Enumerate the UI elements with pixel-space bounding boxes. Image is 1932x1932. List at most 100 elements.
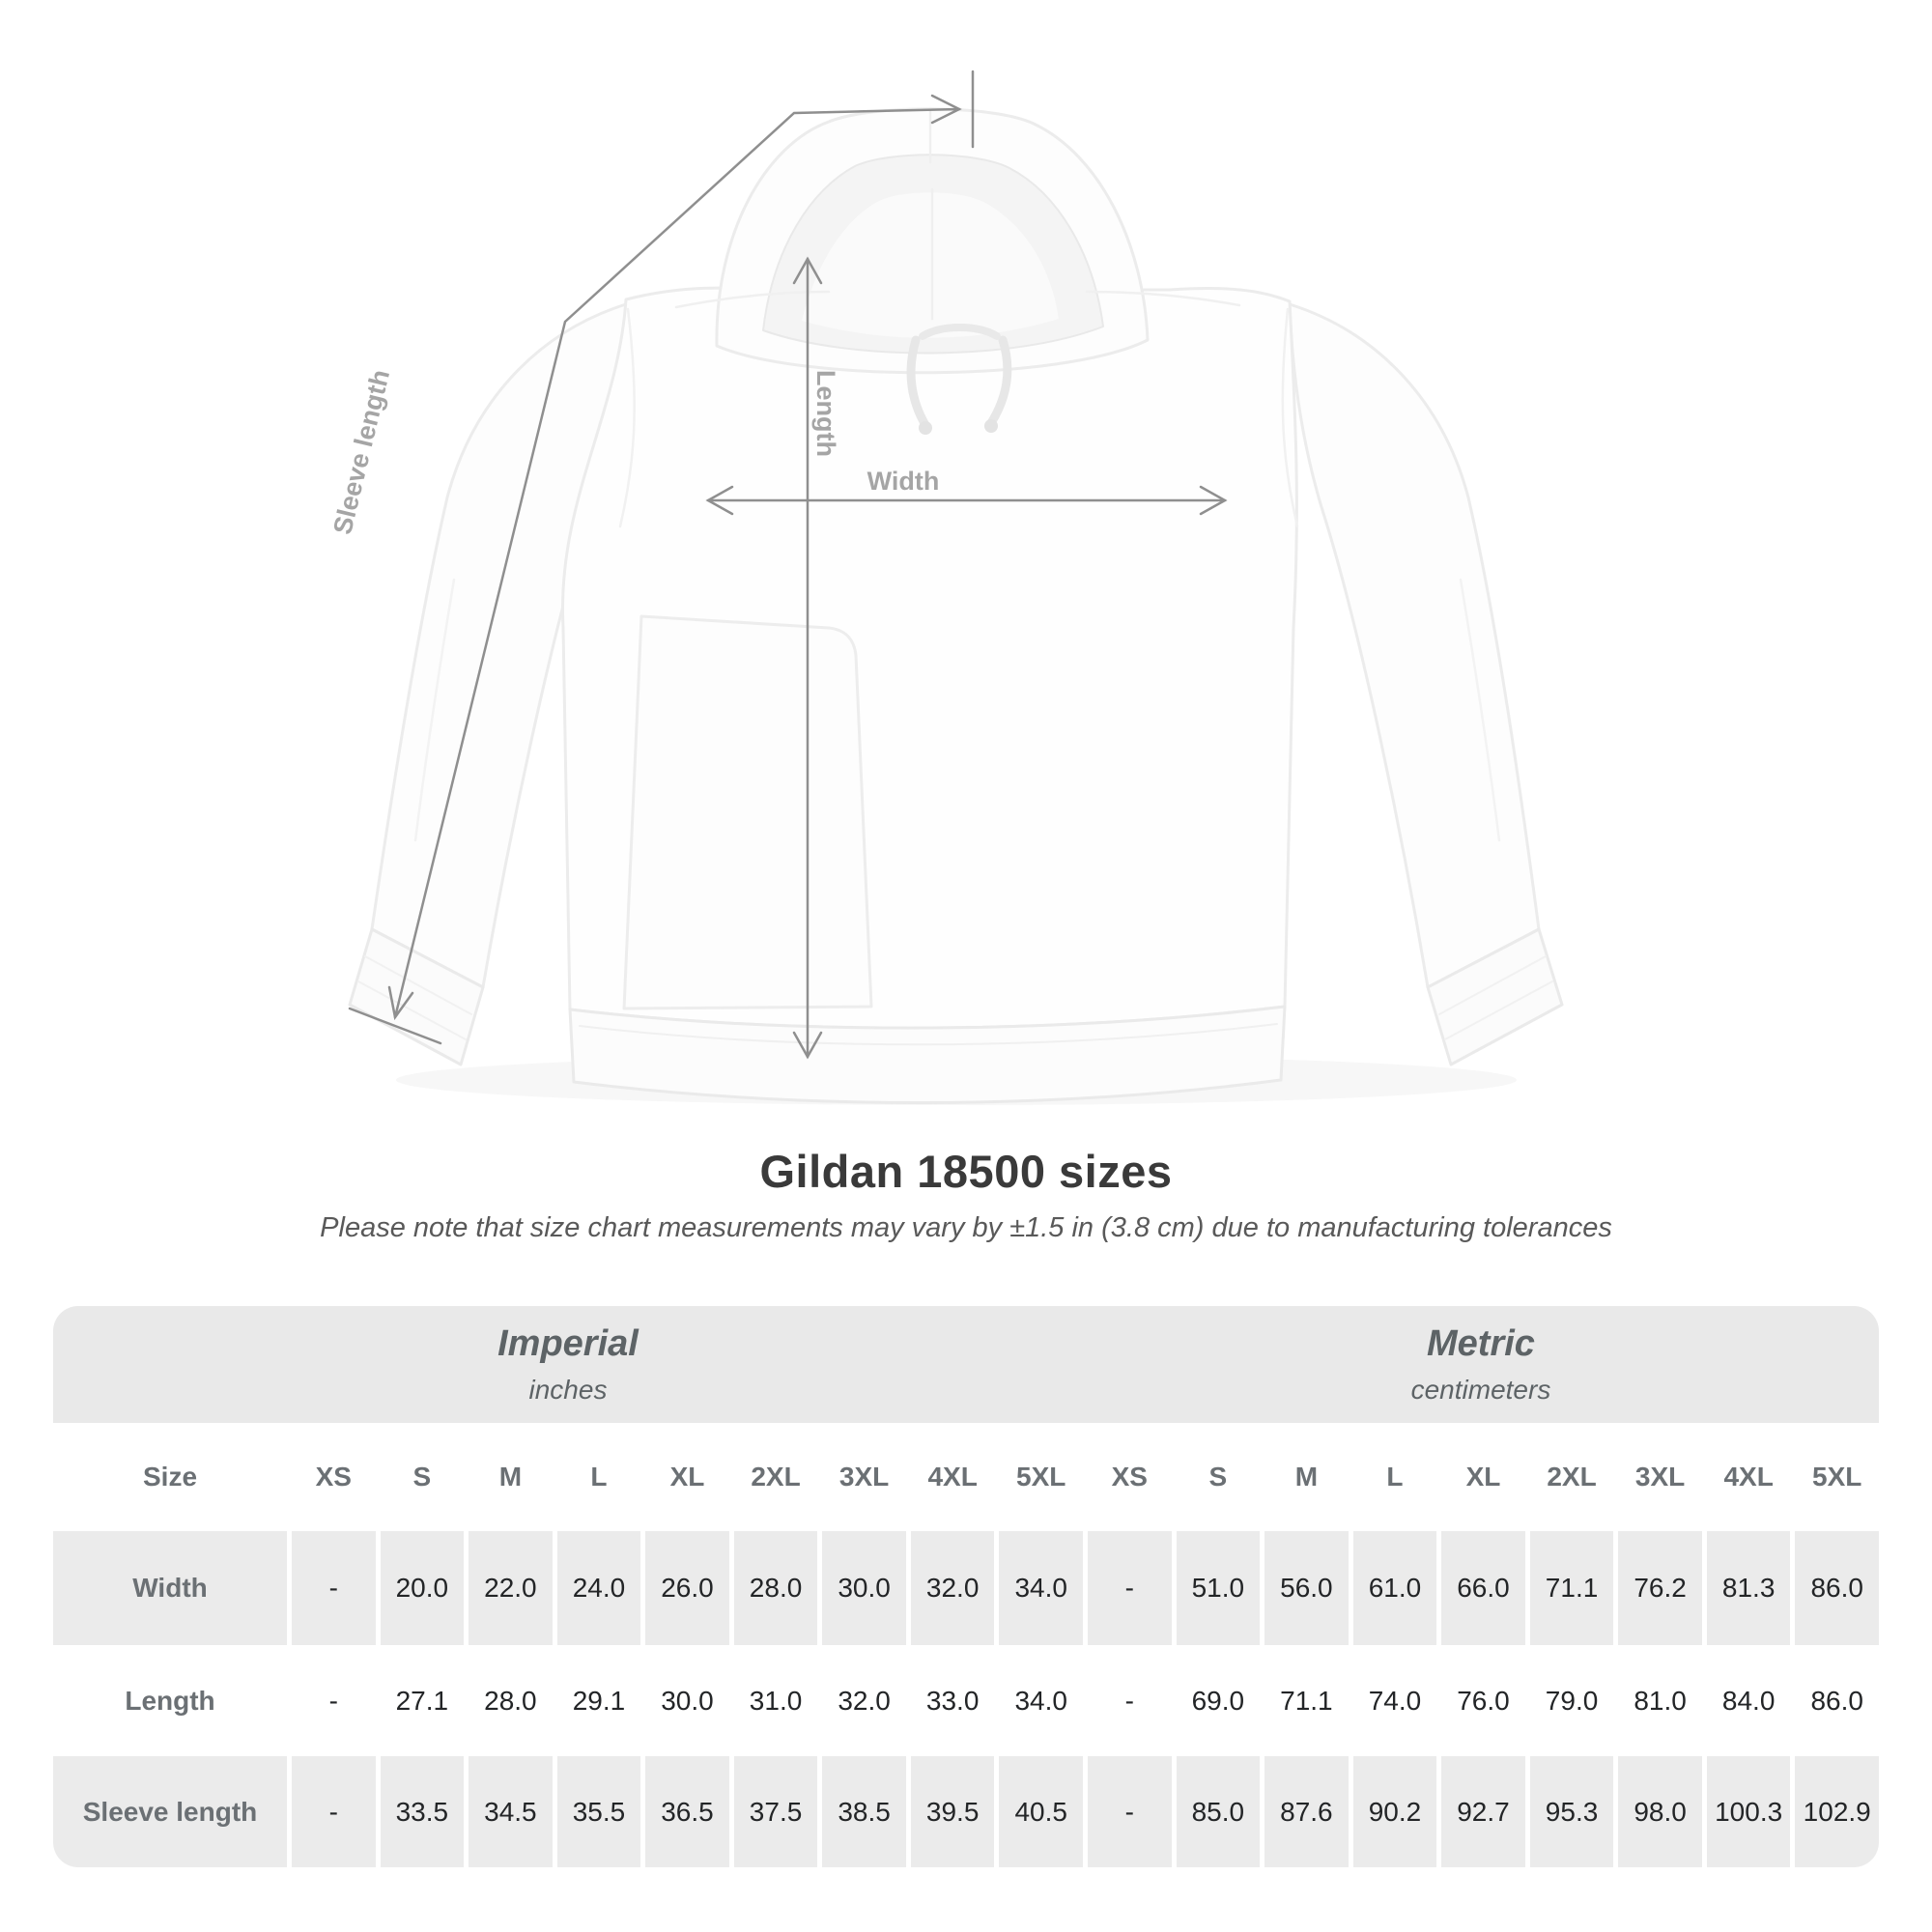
column-header-row: Size XS S M L XL 2XL 3XL 4XL 5XL XS S M L XL 2XL 3XL 4XL… (53, 1423, 1879, 1531)
value-cell: 28.0 (733, 1531, 818, 1645)
value-cell: 74.0 (1368, 1685, 1422, 1716)
value-cell: 27.1 (395, 1685, 449, 1716)
imperial-title: Imperial (497, 1323, 639, 1364)
sleeve-length-label: Sleeve length (327, 367, 395, 537)
row-label: Width (53, 1531, 287, 1645)
length-arrow (792, 256, 823, 1060)
table-row: Sleeve length -33.5 34.5 35.5 36.5 37.5 38.5 39… (53, 1756, 1879, 1867)
value-cell: 85.0 (1176, 1756, 1261, 1867)
table-row: Width -20.0 22.0 24.0 26.0 28.0 30.0 32.0 34.0-5… (53, 1531, 1879, 1645)
imperial-unit: inches (528, 1375, 608, 1405)
length-label: Length (811, 370, 840, 457)
size-corner-header: Size (142, 1462, 198, 1492)
hoodie-measurement-diagram: Length Width Sleeve length (327, 70, 1564, 1105)
value-cell: 86.0 (1810, 1685, 1863, 1716)
size-column-header: S (412, 1462, 432, 1492)
size-column-header: 3XL (838, 1462, 890, 1492)
size-column-header: XL (1465, 1462, 1501, 1492)
size-column-header: 2XL (1547, 1462, 1597, 1492)
metric-unit: centimeters (1410, 1375, 1551, 1405)
hoodie-illustration (348, 106, 1564, 1104)
value-cell: 39.5 (910, 1756, 995, 1867)
value-cell: - (292, 1531, 376, 1645)
table-row: Length - 27.1 28.0 29.1 30.0 31.0 32.0 33.0 34.0 -… (53, 1645, 1879, 1756)
size-column-header: M (498, 1462, 523, 1492)
value-cell: 98.0 (1618, 1756, 1702, 1867)
size-column-header: 5XL (1016, 1462, 1066, 1492)
value-cell: 79.0 (1545, 1685, 1599, 1716)
value-cell: 69.0 (1191, 1685, 1245, 1716)
value-cell: 34.0 (1014, 1685, 1067, 1716)
value-cell: 76.0 (1457, 1685, 1510, 1716)
value-cell: 71.1 (1529, 1531, 1614, 1645)
size-column-header: 2XL (751, 1462, 801, 1492)
value-cell: 40.5 (999, 1756, 1083, 1867)
size-column-header: 4XL (927, 1462, 978, 1492)
row-label: Sleeve length (53, 1756, 287, 1867)
value-cell: - (292, 1756, 376, 1867)
size-column-header: L (1386, 1462, 1404, 1492)
value-cell: 30.0 (822, 1531, 906, 1645)
size-column-header: 3XL (1634, 1462, 1686, 1492)
value-cell: 102.9 (1795, 1756, 1879, 1867)
imperial-group-header: Imperial inches (53, 1306, 1083, 1423)
value-cell: 90.2 (1352, 1756, 1437, 1867)
value-cell: 30.0 (661, 1685, 714, 1716)
size-column-header: S (1208, 1462, 1228, 1492)
value-cell: 61.0 (1352, 1531, 1437, 1645)
value-cell: 20.0 (380, 1531, 465, 1645)
value-cell: 92.7 (1441, 1756, 1525, 1867)
value-cell: 28.0 (484, 1685, 537, 1716)
value-cell: 35.5 (556, 1756, 641, 1867)
value-cell: 81.0 (1634, 1685, 1687, 1716)
size-column-header: 5XL (1812, 1462, 1862, 1492)
value-cell: - (1088, 1756, 1172, 1867)
tolerance-note: Please note that size chart measurements… (320, 1212, 1612, 1243)
measurement-lines (348, 70, 1228, 1060)
value-cell: 87.6 (1264, 1756, 1349, 1867)
value-cell: 34.0 (999, 1531, 1083, 1645)
size-column-header: L (590, 1462, 608, 1492)
value-cell: 24.0 (556, 1531, 641, 1645)
value-cell: 37.5 (733, 1756, 818, 1867)
size-column-header: XS (315, 1462, 352, 1492)
sleeve-length-arrow (348, 70, 975, 1045)
value-cell: 84.0 (1721, 1685, 1776, 1716)
value-cell: - (328, 1685, 338, 1716)
size-table: Imperial inches Metric centimeters Size … (53, 1306, 1879, 1867)
value-cell: 33.0 (925, 1685, 980, 1716)
page-title: Gildan 18500 sizes (759, 1146, 1173, 1197)
row-label: Length (125, 1685, 215, 1716)
width-label: Width (867, 467, 940, 496)
size-column-header: M (1294, 1462, 1319, 1492)
value-cell: - (1088, 1531, 1172, 1645)
width-arrow (705, 485, 1228, 516)
value-cell: 32.0 (838, 1685, 891, 1716)
value-cell: 56.0 (1264, 1531, 1349, 1645)
value-cell: 34.5 (469, 1756, 553, 1867)
value-cell: 36.5 (645, 1756, 729, 1867)
value-cell: 32.0 (910, 1531, 995, 1645)
size-column-header: 4XL (1723, 1462, 1774, 1492)
value-cell: 26.0 (645, 1531, 729, 1645)
unit-group-header: Imperial inches Metric centimeters (53, 1306, 1879, 1423)
metric-title: Metric (1427, 1323, 1535, 1364)
value-cell: 29.1 (572, 1685, 626, 1716)
metric-group-header: Metric centimeters (1083, 1306, 1879, 1423)
table-rows: Width -20.0 22.0 24.0 26.0 28.0 30.0 32.0 34.0-5… (53, 1531, 1879, 1867)
size-column-header: XS (1111, 1462, 1148, 1492)
value-cell: 31.0 (749, 1685, 803, 1716)
size-column-header: XL (669, 1462, 705, 1492)
value-cell: 71.1 (1280, 1685, 1333, 1716)
heading: Gildan 18500 sizes Please note that size… (0, 1148, 1932, 1244)
value-cell: 66.0 (1441, 1531, 1525, 1645)
value-cell: 33.5 (380, 1756, 465, 1867)
value-cell: 38.5 (822, 1756, 906, 1867)
value-cell: 86.0 (1795, 1531, 1879, 1645)
value-cell: 22.0 (469, 1531, 553, 1645)
value-cell: 76.2 (1618, 1531, 1702, 1645)
value-cell: 51.0 (1176, 1531, 1261, 1645)
value-cell: - (1124, 1685, 1134, 1716)
value-cell: 100.3 (1706, 1756, 1791, 1867)
